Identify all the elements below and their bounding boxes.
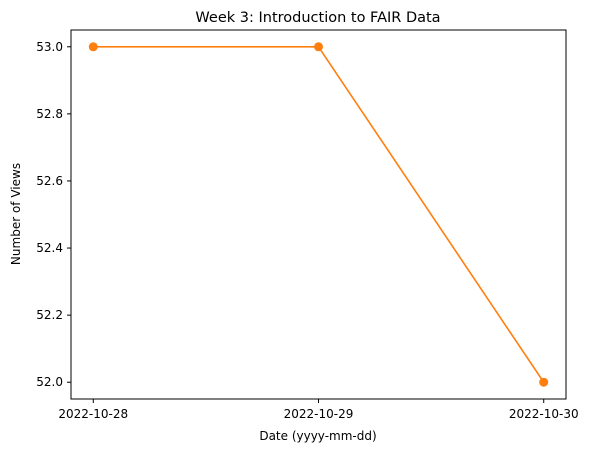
y-axis-label: Number of Views xyxy=(9,163,23,265)
y-tick-label: 52.6 xyxy=(36,174,63,188)
series-layer xyxy=(88,42,549,387)
x-tick-label: 2022-10-30 xyxy=(509,407,579,421)
y-tick-label: 52.2 xyxy=(36,308,63,322)
x-tick-label: 2022-10-28 xyxy=(58,407,128,421)
y-tick-label: 52.4 xyxy=(36,241,63,255)
data-point xyxy=(314,42,323,52)
x-axis-ticks: 2022-10-28 2022-10-29 2022-10-30 xyxy=(58,399,579,421)
y-tick-label: 53.0 xyxy=(36,40,63,54)
y-tick-label: 52.8 xyxy=(36,107,63,121)
data-point xyxy=(539,377,549,387)
data-point xyxy=(88,42,98,52)
y-tick-label: 52.0 xyxy=(36,375,63,389)
x-axis-label: Date (yyyy-mm-dd) xyxy=(259,429,376,443)
chart-title: Week 3: Introduction to FAIR Data xyxy=(195,10,440,26)
y-axis-ticks: 52.0 52.2 52.4 52.6 52.8 53.0 xyxy=(36,40,71,389)
x-tick-label: 2022-10-29 xyxy=(284,407,354,421)
